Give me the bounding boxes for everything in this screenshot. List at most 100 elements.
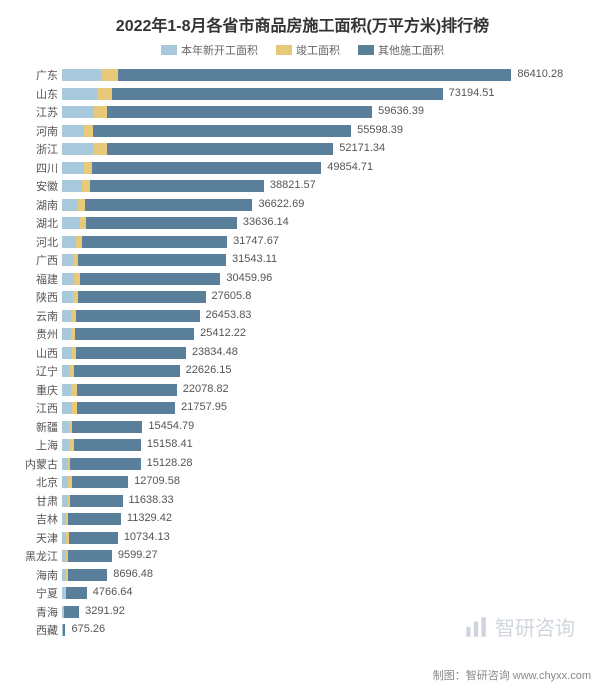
bar-row: 四川49854.71 bbox=[62, 159, 575, 178]
bar-segment bbox=[62, 236, 76, 248]
bar-segment bbox=[94, 106, 106, 118]
bar-value-label: 15158.41 bbox=[147, 438, 193, 450]
bar-track: 15158.41 bbox=[62, 439, 575, 451]
legend-item-new-start: 本年新开工面积 bbox=[161, 42, 258, 58]
bar-segment bbox=[84, 125, 93, 137]
y-axis-label: 陕西 bbox=[10, 289, 58, 305]
legend-item-other: 其他施工面积 bbox=[358, 42, 444, 58]
bar-value-label: 36622.69 bbox=[258, 198, 304, 210]
bar-row: 河北31747.67 bbox=[62, 233, 575, 252]
bar-track: 33636.14 bbox=[62, 217, 575, 229]
legend-swatch-new-start bbox=[161, 45, 177, 55]
bar-row: 辽宁22626.15 bbox=[62, 362, 575, 381]
bar-segment bbox=[77, 402, 175, 414]
bar-segment bbox=[85, 199, 252, 211]
bar-segment bbox=[62, 162, 84, 174]
y-axis-label: 四川 bbox=[10, 160, 58, 176]
bar-track: 31747.67 bbox=[62, 236, 575, 248]
bar-segment bbox=[75, 328, 194, 340]
bar-track: 59636.39 bbox=[62, 106, 575, 118]
bar-segment bbox=[93, 125, 351, 137]
bar-segment bbox=[97, 88, 112, 100]
bar-segment bbox=[70, 458, 140, 470]
bar-track: 3291.92 bbox=[62, 606, 575, 618]
bar-track: 30459.96 bbox=[62, 273, 575, 285]
legend-item-completed: 竣工面积 bbox=[276, 42, 340, 58]
y-axis-label: 安徽 bbox=[10, 178, 58, 194]
bar-row: 北京12709.58 bbox=[62, 473, 575, 492]
bar-value-label: 31747.67 bbox=[233, 235, 279, 247]
bar-segment bbox=[78, 254, 226, 266]
legend-swatch-other bbox=[358, 45, 374, 55]
y-axis-label: 广东 bbox=[10, 67, 58, 83]
bar-segment bbox=[78, 199, 86, 211]
bar-row: 安徽38821.57 bbox=[62, 177, 575, 196]
bar-segment bbox=[80, 273, 220, 285]
bar-segment bbox=[66, 587, 87, 599]
bar-track: 23834.48 bbox=[62, 347, 575, 359]
bar-segment bbox=[62, 88, 97, 100]
bar-track: 12709.58 bbox=[62, 476, 575, 488]
bar-row: 贵州25412.22 bbox=[62, 325, 575, 344]
bar-segment bbox=[62, 291, 73, 303]
bar-segment bbox=[78, 291, 205, 303]
legend-label-completed: 竣工面积 bbox=[296, 42, 340, 58]
bar-track: 11638.33 bbox=[62, 495, 575, 507]
bar-row: 吉林11329.42 bbox=[62, 510, 575, 529]
bar-track: 15128.28 bbox=[62, 458, 575, 470]
y-axis-label: 河南 bbox=[10, 123, 58, 139]
bar-track: 11329.42 bbox=[62, 513, 575, 525]
bar-value-label: 73194.51 bbox=[449, 87, 495, 99]
y-axis-label: 山东 bbox=[10, 86, 58, 102]
bar-row: 内蒙古15128.28 bbox=[62, 455, 575, 474]
bar-row: 云南26453.83 bbox=[62, 307, 575, 326]
bar-value-label: 11329.42 bbox=[127, 512, 172, 524]
y-axis-label: 湖北 bbox=[10, 215, 58, 231]
bar-track: 21757.95 bbox=[62, 402, 575, 414]
bar-row: 陕西27605.8 bbox=[62, 288, 575, 307]
bar-value-label: 33636.14 bbox=[243, 216, 289, 228]
bar-value-label: 25412.22 bbox=[200, 327, 246, 339]
bar-segment bbox=[77, 384, 177, 396]
bar-row: 重庆22078.82 bbox=[62, 381, 575, 400]
bar-row: 湖南36622.69 bbox=[62, 196, 575, 215]
bar-track: 27605.8 bbox=[62, 291, 575, 303]
y-axis-label: 山西 bbox=[10, 345, 58, 361]
bar-segment bbox=[62, 439, 70, 451]
y-axis-label: 北京 bbox=[10, 474, 58, 490]
bar-segment bbox=[62, 273, 74, 285]
bar-row: 山西23834.48 bbox=[62, 344, 575, 363]
bar-track: 4766.64 bbox=[62, 587, 575, 599]
bar-track: 49854.71 bbox=[62, 162, 575, 174]
y-axis-label: 江西 bbox=[10, 400, 58, 416]
bar-segment bbox=[62, 254, 73, 266]
bar-row: 广西31543.11 bbox=[62, 251, 575, 270]
bar-segment bbox=[82, 180, 90, 192]
bar-row: 福建30459.96 bbox=[62, 270, 575, 289]
y-axis-label: 海南 bbox=[10, 567, 58, 583]
chart-title: 2022年1-8月各省市商品房施工面积(万平方米)排行榜 bbox=[10, 12, 595, 36]
bar-value-label: 38821.57 bbox=[270, 179, 316, 191]
bar-segment bbox=[76, 347, 186, 359]
bar-row: 江苏59636.39 bbox=[62, 103, 575, 122]
y-axis-label: 福建 bbox=[10, 271, 58, 287]
bar-track: 55598.39 bbox=[62, 125, 575, 137]
bar-track: 22078.82 bbox=[62, 384, 575, 396]
bar-segment bbox=[69, 532, 118, 544]
bar-segment bbox=[74, 439, 140, 451]
bar-segment bbox=[72, 476, 128, 488]
bar-segment bbox=[64, 606, 79, 618]
bar-value-label: 23834.48 bbox=[192, 346, 238, 358]
bar-value-label: 55598.39 bbox=[357, 124, 403, 136]
legend-label-new-start: 本年新开工面积 bbox=[181, 42, 258, 58]
bar-segment bbox=[68, 569, 107, 581]
y-axis-label: 湖南 bbox=[10, 197, 58, 213]
bar-segment bbox=[62, 143, 93, 155]
y-axis-label: 辽宁 bbox=[10, 363, 58, 379]
bar-value-label: 22626.15 bbox=[186, 364, 232, 376]
bar-segment bbox=[107, 143, 334, 155]
bar-segment bbox=[107, 106, 372, 118]
y-axis-label: 吉林 bbox=[10, 511, 58, 527]
bar-segment bbox=[62, 180, 82, 192]
bar-value-label: 3291.92 bbox=[85, 605, 125, 617]
